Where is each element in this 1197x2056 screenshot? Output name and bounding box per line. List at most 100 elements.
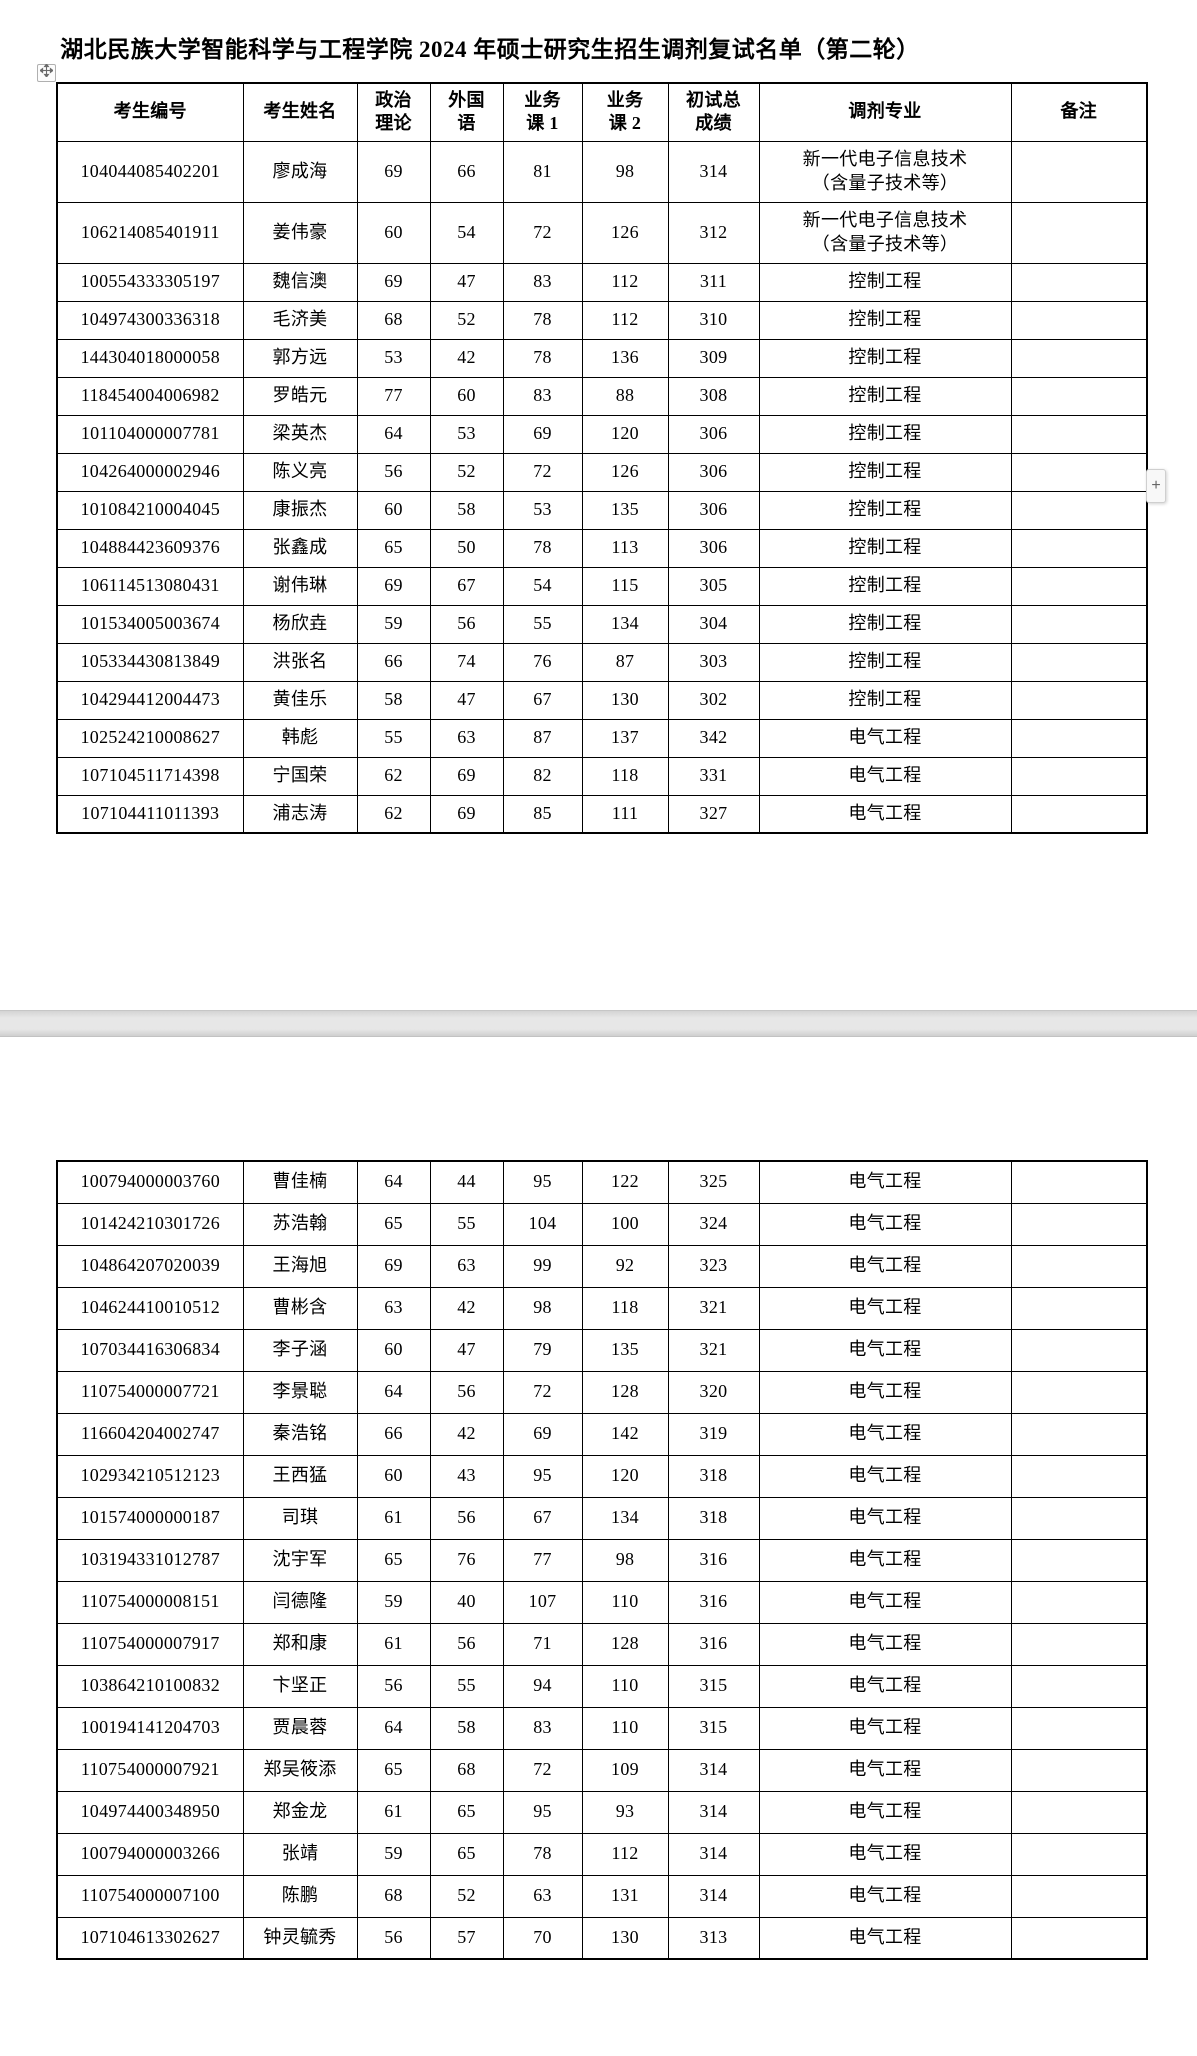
header-candidate-id: 考生编号 <box>56 82 244 142</box>
remark-cell <box>1010 1580 1148 1624</box>
total-score-cell: 315 <box>667 1706 760 1750</box>
course1-score-cell: 78 <box>502 300 583 340</box>
table-row: 103194331012787 沈宇军 65 76 77 98 316 电气工程 <box>56 1538 1148 1582</box>
course2-score-cell: 135 <box>581 490 669 530</box>
course2-score-cell: 130 <box>581 1916 669 1960</box>
total-score-cell: 319 <box>667 1412 760 1456</box>
course1-score-cell: 83 <box>502 262 583 302</box>
politics-score-cell: 66 <box>356 1412 431 1456</box>
candidate-name-cell: 司琪 <box>242 1496 358 1540</box>
politics-score-cell: 66 <box>356 642 431 682</box>
candidate-name-cell: 宁国荣 <box>242 756 358 796</box>
transfer-major-cell: 电气工程 <box>758 1202 1012 1246</box>
politics-score-cell: 65 <box>356 528 431 568</box>
foreign-language-score-cell: 42 <box>429 338 504 378</box>
candidate-id-cell: 102934210512123 <box>56 1454 244 1498</box>
table-row: 104974300336318 毛济美 68 52 78 112 310 控制工程 <box>56 300 1148 340</box>
course2-score-cell: 126 <box>581 452 669 492</box>
candidate-id-cell: 107104511714398 <box>56 756 244 796</box>
foreign-language-score-cell: 69 <box>429 794 504 834</box>
candidate-id-cell: 144304018000058 <box>56 338 244 378</box>
politics-score-cell: 69 <box>356 140 431 203</box>
total-score-cell: 318 <box>667 1496 760 1540</box>
course1-score-cell: 95 <box>502 1790 583 1834</box>
total-score-cell: 314 <box>667 1832 760 1876</box>
candidate-id-cell: 104044085402201 <box>56 140 244 203</box>
table-row: 144304018000058 郭方远 53 42 78 136 309 控制工程 <box>56 338 1148 378</box>
total-score-cell: 331 <box>667 756 760 796</box>
foreign-language-score-cell: 52 <box>429 452 504 492</box>
remark-cell <box>1010 414 1148 454</box>
remark-cell <box>1010 604 1148 644</box>
transfer-major-cell: 电气工程 <box>758 1874 1012 1918</box>
foreign-language-score-cell: 40 <box>429 1580 504 1624</box>
course2-score-cell: 137 <box>581 718 669 758</box>
header-total-score: 初试总 成绩 <box>667 82 760 142</box>
remark-cell <box>1010 566 1148 606</box>
course1-score-cell: 72 <box>502 452 583 492</box>
candidate-name-cell: 韩彪 <box>242 718 358 758</box>
politics-score-cell: 69 <box>356 1244 431 1288</box>
candidate-id-cell: 103864210100832 <box>56 1664 244 1708</box>
course1-score-cell: 67 <box>502 680 583 720</box>
table-row: 104974400348950 郑金龙 61 65 95 93 314 电气工程 <box>56 1790 1148 1834</box>
candidate-name-cell: 李子涵 <box>242 1328 358 1372</box>
foreign-language-score-cell: 74 <box>429 642 504 682</box>
table-row: 110754000007721 李景聪 64 56 72 128 320 电气工程 <box>56 1370 1148 1414</box>
candidate-name-cell: 杨欣垚 <box>242 604 358 644</box>
remark-cell <box>1010 1874 1148 1918</box>
politics-score-cell: 62 <box>356 756 431 796</box>
remark-cell <box>1010 1622 1148 1666</box>
politics-score-cell: 68 <box>356 1874 431 1918</box>
course2-score-cell: 110 <box>581 1664 669 1708</box>
candidate-id-cell: 110754000007721 <box>56 1370 244 1414</box>
course1-score-cell: 54 <box>502 566 583 606</box>
remark-cell <box>1010 794 1148 834</box>
candidate-name-cell: 钟灵毓秀 <box>242 1916 358 1960</box>
course1-score-cell: 95 <box>502 1160 583 1204</box>
course1-score-cell: 94 <box>502 1664 583 1708</box>
page-break-gap <box>0 1010 1197 1037</box>
course1-score-cell: 72 <box>502 201 583 264</box>
foreign-language-score-cell: 56 <box>429 1496 504 1540</box>
course2-score-cell: 122 <box>581 1160 669 1204</box>
course2-score-cell: 131 <box>581 1874 669 1918</box>
remark-cell <box>1010 1496 1148 1540</box>
course1-score-cell: 67 <box>502 1496 583 1540</box>
foreign-language-score-cell: 67 <box>429 566 504 606</box>
transfer-major-cell: 电气工程 <box>758 1538 1012 1582</box>
table-row: 110754000007917 郑和康 61 56 71 128 316 电气工程 <box>56 1622 1148 1666</box>
candidate-id-cell: 100794000003760 <box>56 1160 244 1204</box>
foreign-language-score-cell: 58 <box>429 490 504 530</box>
candidate-id-cell: 110754000007100 <box>56 1874 244 1918</box>
remark-cell <box>1010 1538 1148 1582</box>
transfer-major-cell: 电气工程 <box>758 756 1012 796</box>
course2-score-cell: 112 <box>581 1832 669 1876</box>
table-row: 104264000002946 陈义亮 56 52 72 126 306 控制工程 <box>56 452 1148 492</box>
foreign-language-score-cell: 43 <box>429 1454 504 1498</box>
header-politics-score: 政治 理论 <box>356 82 431 142</box>
total-score-cell: 303 <box>667 642 760 682</box>
foreign-language-score-cell: 68 <box>429 1748 504 1792</box>
transfer-major-cell: 控制工程 <box>758 338 1012 378</box>
transfer-major-cell: 电气工程 <box>758 794 1012 834</box>
total-score-cell: 314 <box>667 1874 760 1918</box>
politics-score-cell: 56 <box>356 452 431 492</box>
table-row: 101104000007781 梁英杰 64 53 69 120 306 控制工程 <box>56 414 1148 454</box>
candidate-id-cell: 100794000003266 <box>56 1832 244 1876</box>
candidate-name-cell: 郑和康 <box>242 1622 358 1666</box>
foreign-language-score-cell: 76 <box>429 1538 504 1582</box>
course2-score-cell: 87 <box>581 642 669 682</box>
course1-score-cell: 78 <box>502 528 583 568</box>
table-move-handle[interactable] <box>37 63 56 82</box>
remark-cell <box>1010 528 1148 568</box>
politics-score-cell: 59 <box>356 1832 431 1876</box>
total-score-cell: 314 <box>667 1748 760 1792</box>
insert-row-plus-button[interactable]: + <box>1146 469 1166 503</box>
candidate-id-cell: 107104411011393 <box>56 794 244 834</box>
course1-score-cell: 81 <box>502 140 583 203</box>
transfer-major-cell: 电气工程 <box>758 1622 1012 1666</box>
candidate-name-cell: 廖成海 <box>242 140 358 203</box>
course2-score-cell: 112 <box>581 262 669 302</box>
remark-cell <box>1010 1370 1148 1414</box>
